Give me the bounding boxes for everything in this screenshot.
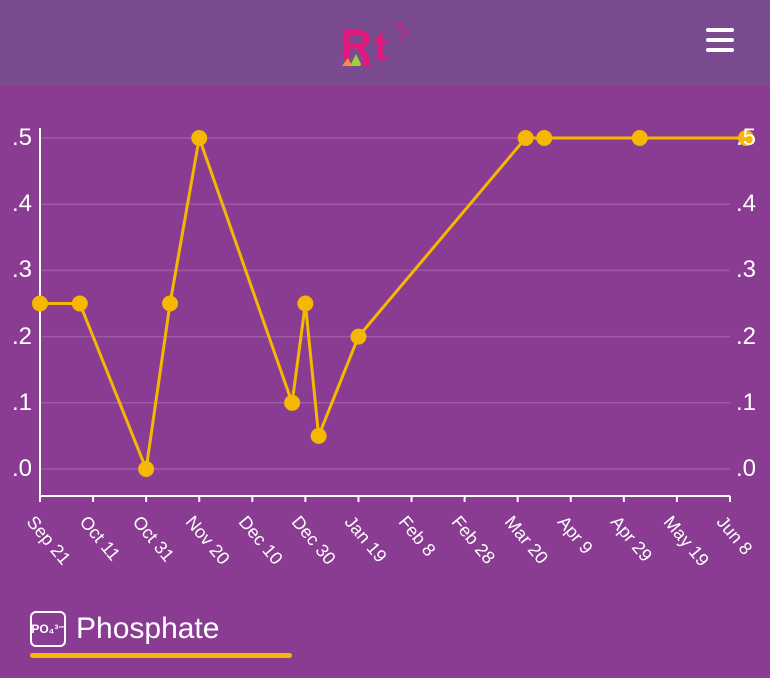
chart-container: .0.1.2.3.4.5 .0.1.2.3.4.5 Sep 21Oct 11Oc… (0, 86, 770, 678)
chart-legend: PO₄³⁻ Phosphate (30, 611, 292, 658)
legend-underline (30, 653, 292, 658)
line-chart (0, 86, 770, 586)
svg-text:t: t (374, 25, 387, 69)
y-tick-left: .1 (2, 389, 32, 417)
y-tick-right: .4 (736, 190, 756, 218)
y-tick-right: .2 (736, 323, 756, 351)
y-tick-right: .3 (736, 256, 756, 284)
y-tick-right: .0 (736, 455, 756, 483)
app-logo: R t (340, 16, 430, 70)
menu-icon[interactable] (706, 28, 734, 52)
y-tick-left: .5 (2, 124, 32, 152)
legend-icon-text: PO₄³⁻ (31, 622, 64, 636)
y-tick-left: .0 (2, 455, 32, 483)
y-tick-left: .3 (2, 256, 32, 284)
app-header: R t (0, 0, 770, 86)
y-tick-right: .5 (736, 124, 756, 152)
y-tick-left: .2 (2, 323, 32, 351)
y-tick-right: .1 (736, 389, 756, 417)
y-tick-left: .4 (2, 190, 32, 218)
phosphate-icon: PO₄³⁻ (30, 611, 66, 647)
legend-label: Phosphate (76, 612, 219, 646)
